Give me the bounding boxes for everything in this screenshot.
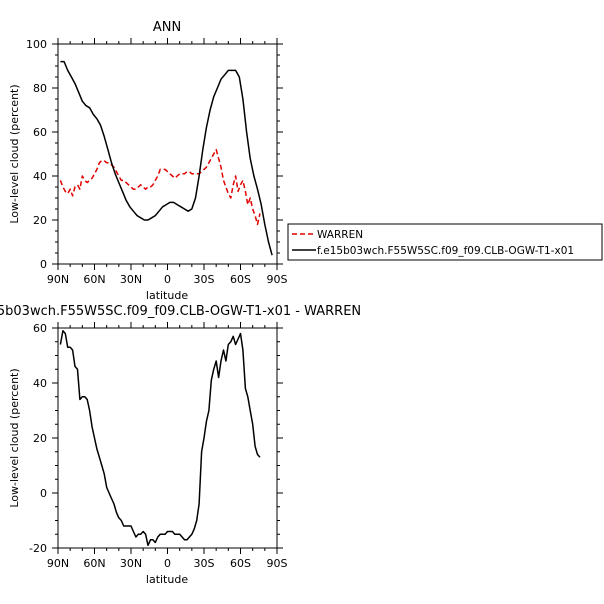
- panel1-plot: 90N 60N 30N 0 30S 60S 90S 0 20 40 60 80 100: [26, 38, 288, 286]
- panel2-y-label: Low-level cloud (percent): [8, 368, 21, 507]
- legend-box: [287, 223, 603, 261]
- panel2-y-tick-label: -20: [29, 542, 47, 555]
- legend: WARREN f.e15b03wch.F55W5SC.f09_f09.CLB-O…: [287, 223, 603, 261]
- panel1-y-tick-label: 0: [40, 258, 47, 271]
- panel1-series-warren-line: [59, 148, 261, 226]
- panel2-x-tick-label: 90S: [267, 557, 288, 570]
- panel1-frame: [57, 43, 278, 265]
- panel1-x-tick-label: 90N: [47, 273, 69, 286]
- panel1-y-tick-label: 80: [33, 82, 47, 95]
- panel1-y-tick-label: 20: [33, 214, 47, 227]
- panel2-x-label: latitude: [146, 573, 188, 586]
- panel2-y-tick-label: 40: [33, 377, 47, 390]
- panel2-x-tick-label: 90N: [47, 557, 69, 570]
- panel2-y-tick-label: 60: [33, 322, 47, 335]
- panel1-y-tick-label: 60: [33, 126, 47, 139]
- legend-label-model: f.e15b03wch.F55W5SC.f09_f09.CLB-OGW-T1-x…: [317, 245, 574, 257]
- panel1-series-model-line: [60, 60, 273, 256]
- panel1-x-tick-label: 30N: [120, 273, 142, 286]
- panel2-x-tick-label: 30N: [120, 557, 142, 570]
- panel1-y-label: Low-level cloud (percent): [8, 84, 21, 223]
- panel2-y-tick-label: 0: [40, 487, 47, 500]
- panel1-x-tick-label: 90S: [267, 273, 288, 286]
- panel1-x-tick-label: 60N: [83, 273, 105, 286]
- panel2-x-tick-label: 0: [164, 557, 171, 570]
- panel1-x-label: latitude: [146, 289, 188, 302]
- panel1-title: ANN: [153, 20, 181, 35]
- panel1-x-tick-label: 0: [164, 273, 171, 286]
- panel2-plot: 90N 60N 30N 0 30S 60S 90S -20 0 20 40 60: [29, 322, 288, 570]
- panel1-x-tick-label: 30S: [194, 273, 215, 286]
- panel2-x-tick-label: 60S: [230, 557, 251, 570]
- panel2-y-tick-label: 20: [33, 432, 47, 445]
- panel1-y-tick-label: 100: [26, 38, 47, 51]
- legend-label-warren: WARREN: [317, 229, 363, 241]
- panel2-title: f.e15b03wch.F55W5SC.f09_f09.CLB-OGW-T1-x…: [0, 304, 361, 319]
- panel2-x-tick-label: 30S: [194, 557, 215, 570]
- panel2-series-difference-line: [59, 330, 261, 547]
- panel1-x-tick-label: 60S: [230, 273, 251, 286]
- panel1-y-tick-label: 40: [33, 170, 47, 183]
- panel2-x-tick-label: 60N: [83, 557, 105, 570]
